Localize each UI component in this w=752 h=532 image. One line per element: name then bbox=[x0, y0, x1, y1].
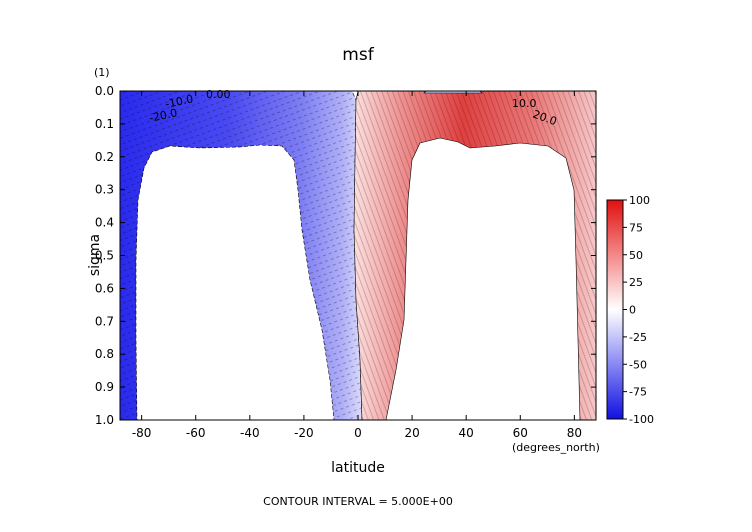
colorbar-label: 0 bbox=[629, 304, 636, 317]
y-axis-label: sigma bbox=[87, 234, 103, 276]
colorbar-label: 25 bbox=[629, 276, 643, 289]
y-tick-label: 0.6 bbox=[95, 281, 114, 295]
y-tick-label: 0.2 bbox=[95, 150, 114, 164]
colorbar-ticks bbox=[623, 199, 627, 420]
x-tick-label: 20 bbox=[404, 426, 419, 440]
x-tick-label: -60 bbox=[186, 426, 206, 440]
y-tick-labels: 0.0 0.1 0.2 0.3 0.4 0.5 0.6 0.7 0.8 0.9 … bbox=[95, 84, 114, 427]
colorbar-labels: 100 75 50 25 0 -25 -50 -75 -100 bbox=[629, 194, 654, 426]
contour-label: 0.00 bbox=[206, 88, 231, 101]
x-tick-label: 40 bbox=[459, 426, 474, 440]
colorbar: 100 75 50 25 0 -25 -50 -75 -100 bbox=[606, 194, 654, 426]
y-tick-label: 0.0 bbox=[95, 84, 114, 98]
contour-label: -20.0 bbox=[148, 106, 179, 125]
x-tick-label: 60 bbox=[513, 426, 528, 440]
chart-title: msf bbox=[342, 45, 374, 65]
x-tick-labels: -80 -60 -40 -20 0 20 40 60 80 bbox=[132, 426, 582, 440]
x-units: (degrees_north) bbox=[512, 441, 600, 454]
y-tick-label: 0.5 bbox=[95, 249, 114, 263]
contour-label: 10.0 bbox=[512, 97, 537, 110]
y-tick-label: 0.4 bbox=[95, 216, 114, 230]
x-tick-label: -40 bbox=[240, 426, 260, 440]
colorbar-label: -100 bbox=[629, 413, 654, 426]
small-negative-patch bbox=[423, 91, 483, 94]
axis-ticks bbox=[120, 90, 596, 421]
y-tick-label: 0.3 bbox=[95, 183, 114, 197]
colorbar-label: -25 bbox=[629, 331, 647, 344]
x-tick-label: -20 bbox=[294, 426, 314, 440]
contour-label: -10.0 bbox=[164, 92, 195, 111]
colorbar-label: 50 bbox=[629, 249, 643, 262]
colorbar-label: 75 bbox=[629, 221, 643, 234]
streamfunction-field bbox=[120, 91, 596, 420]
colorbar-label: -50 bbox=[629, 358, 647, 371]
colorbar-label: 100 bbox=[629, 194, 650, 207]
y-tick-label: 0.9 bbox=[95, 380, 114, 394]
southern-cell-contours bbox=[120, 91, 362, 420]
y-units: (1) bbox=[94, 66, 110, 79]
x-axis-label: latitude bbox=[331, 460, 385, 476]
contour-interval-note: CONTOUR INTERVAL = 5.000E+00 bbox=[263, 495, 453, 508]
x-tick-label: -80 bbox=[132, 426, 152, 440]
x-tick-label: 80 bbox=[567, 426, 582, 440]
y-tick-label: 0.7 bbox=[95, 314, 114, 328]
y-tick-label: 0.8 bbox=[95, 347, 114, 361]
northern-cell-contours bbox=[354, 91, 596, 420]
x-tick-label: 0 bbox=[354, 426, 362, 440]
y-tick-label: 0.1 bbox=[95, 117, 114, 131]
colorbar-label: -75 bbox=[629, 386, 647, 399]
y-tick-label: 1.0 bbox=[95, 413, 114, 427]
colorbar-gradient bbox=[606, 199, 624, 420]
